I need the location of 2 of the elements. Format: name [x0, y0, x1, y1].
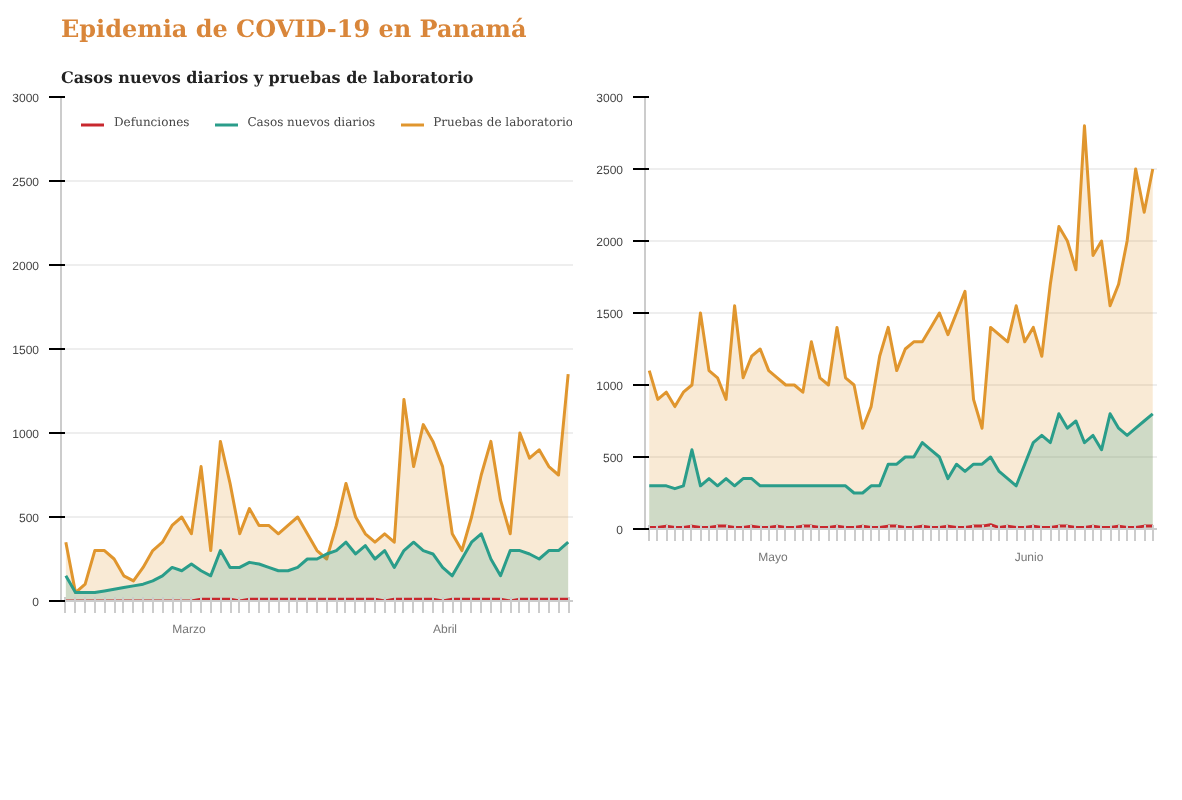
chart-subtitle: Casos nuevos diarios y pruebas de laboratorio [61, 67, 475, 87]
chart-title: Epidemia de COVID-19 en Panamá [61, 15, 527, 43]
